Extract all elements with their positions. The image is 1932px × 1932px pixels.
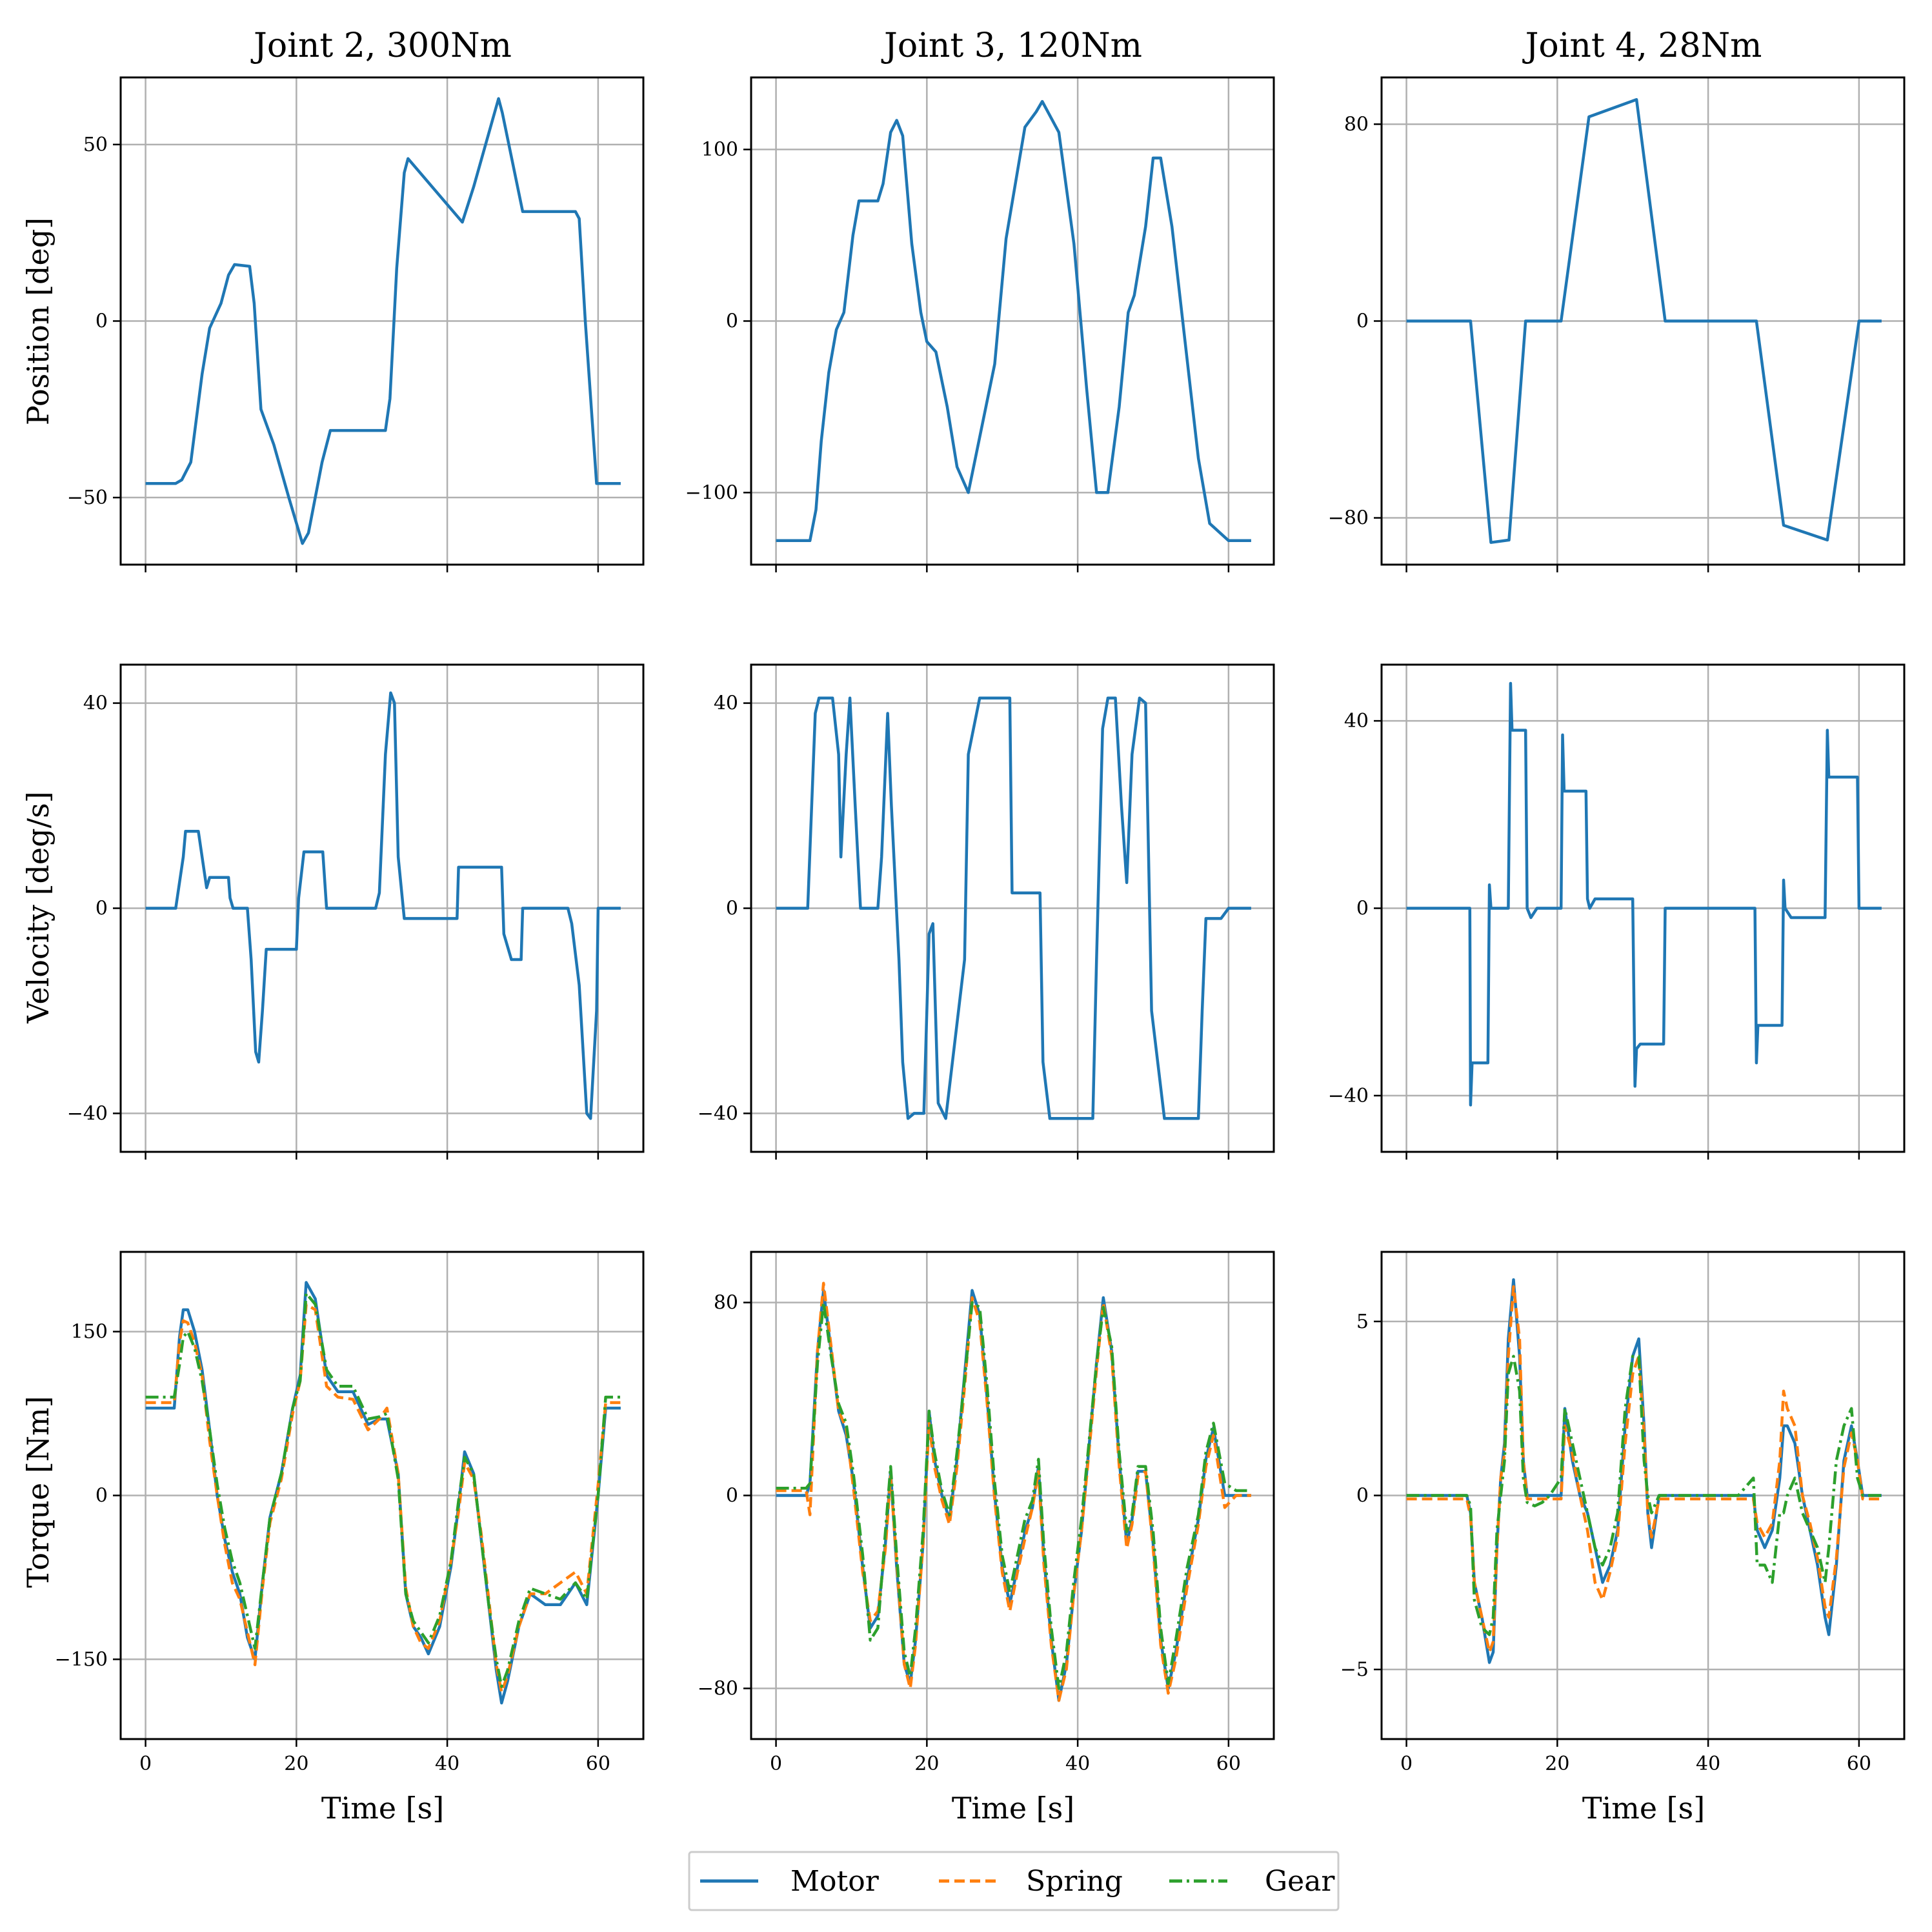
y-tick-label: −40: [698, 1102, 738, 1125]
series-spring-line: [776, 1282, 1251, 1702]
y-tick-label: 40: [83, 692, 108, 715]
axes-frame: [119, 76, 645, 566]
y-tick-label: −80: [1328, 507, 1369, 530]
y-tick-label: 0: [726, 898, 738, 920]
x-tick-label: 40: [435, 1753, 459, 1775]
y-tick-label: −40: [67, 1102, 108, 1125]
y-tick-label: 40: [1344, 710, 1369, 732]
x-tick-label: 60: [586, 1753, 610, 1775]
y-tick-label: 0: [1356, 898, 1369, 920]
x-tick-label: 60: [1216, 1753, 1241, 1775]
legend-frame: [688, 1851, 1340, 1911]
y-tick-label: 50: [83, 134, 108, 156]
xlabel-joint-3: Time [s]: [952, 1791, 1074, 1826]
subplot-j4-torque: 0 20 40 60 −5 0 5: [1340, 1251, 1906, 1775]
axes-frame: [119, 663, 645, 1153]
y-tick-label: 5: [1356, 1311, 1369, 1333]
x-tick-label: 0: [1400, 1753, 1413, 1775]
x-tick-label: 20: [1545, 1753, 1569, 1775]
y-tick-label: −100: [685, 481, 738, 504]
legend-gear-label: Gear: [1265, 1865, 1335, 1898]
series-motor-line: [776, 696, 1251, 1120]
axes-frame: [1380, 76, 1906, 566]
series-motor-line: [145, 691, 621, 1120]
y-tick-label: −50: [67, 487, 108, 509]
column-title-joint-3: Joint 3, 120Nm: [881, 26, 1142, 65]
series-gear-line: [776, 1301, 1251, 1690]
y-tick-label: 40: [714, 692, 738, 715]
ylabel-velocity: Velocity [deg/s]: [21, 791, 55, 1023]
series-gear-line: [1406, 1354, 1882, 1636]
y-tick-label: −5: [1340, 1658, 1369, 1681]
y-tick-label: −40: [1328, 1085, 1369, 1107]
y-tick-label: −150: [55, 1648, 108, 1671]
axes-frame: [750, 1251, 1275, 1740]
axes-frame: [119, 1251, 645, 1740]
y-tick-label: 0: [726, 1485, 738, 1507]
legend-spring-label: Spring: [1026, 1865, 1123, 1898]
xlabel-joint-2: Time [s]: [321, 1791, 444, 1826]
x-tick-label: 60: [1847, 1753, 1871, 1775]
y-tick-label: 80: [714, 1291, 738, 1314]
y-tick-label: 0: [726, 310, 738, 333]
series-motor-line: [776, 99, 1251, 543]
axes-frame: [750, 76, 1275, 566]
x-tick-label: 40: [1696, 1753, 1720, 1775]
column-title-joint-4: Joint 4, 28Nm: [1522, 26, 1762, 65]
series-motor-line: [1406, 681, 1882, 1107]
x-tick-label: 20: [914, 1753, 939, 1775]
x-tick-label: 0: [770, 1753, 782, 1775]
subplot-j4-velocity: −40 0 40: [1328, 663, 1906, 1160]
y-tick-label: 100: [701, 139, 738, 161]
column-title-joint-2: Joint 2, 300Nm: [250, 26, 512, 65]
y-tick-label: 0: [1356, 310, 1369, 333]
y-tick-label: 80: [1344, 113, 1369, 136]
y-tick-label: 150: [71, 1321, 108, 1343]
subplot-j3-velocity: −40 0 40: [698, 663, 1275, 1160]
y-tick-label: −80: [698, 1678, 738, 1700]
series-spring-line: [1406, 1285, 1882, 1654]
axes-frame: [1380, 1251, 1906, 1740]
subplot-j2-torque: 0 20 40 60 −150 0 150: [55, 1251, 645, 1775]
y-tick-label: 0: [96, 310, 108, 333]
axes-frame: [1380, 663, 1906, 1153]
axes-frame: [750, 663, 1275, 1153]
xlabel-joint-4: Time [s]: [1582, 1791, 1705, 1826]
ylabel-torque: Torque [Nm]: [21, 1396, 55, 1587]
ylabel-position: Position [deg]: [21, 217, 55, 425]
x-tick-label: 20: [284, 1753, 308, 1775]
series-gear-line: [145, 1292, 621, 1688]
legend-motor-label: Motor: [790, 1865, 880, 1898]
y-tick-label: 0: [96, 1485, 108, 1507]
subplot-j3-torque: 0 20 40 60 −80 0 80: [698, 1251, 1275, 1775]
subplot-j4-position: −80 0 80: [1328, 76, 1906, 572]
subplot-j3-position: −100 0 100: [685, 76, 1275, 572]
y-tick-label: 0: [96, 898, 108, 920]
series-spring-line: [145, 1303, 621, 1694]
x-tick-label: 0: [139, 1753, 152, 1775]
subplot-j2-position: −50 0 50: [67, 76, 645, 572]
subplot-j2-velocity: −40 0 40: [67, 663, 645, 1160]
x-tick-label: 40: [1065, 1753, 1090, 1775]
y-tick-label: 0: [1356, 1485, 1369, 1507]
legend: Motor Spring Gear: [688, 1851, 1340, 1911]
series-motor-line: [1406, 1278, 1882, 1664]
series-motor-line: [1406, 98, 1882, 544]
series-motor-line: [145, 97, 621, 545]
